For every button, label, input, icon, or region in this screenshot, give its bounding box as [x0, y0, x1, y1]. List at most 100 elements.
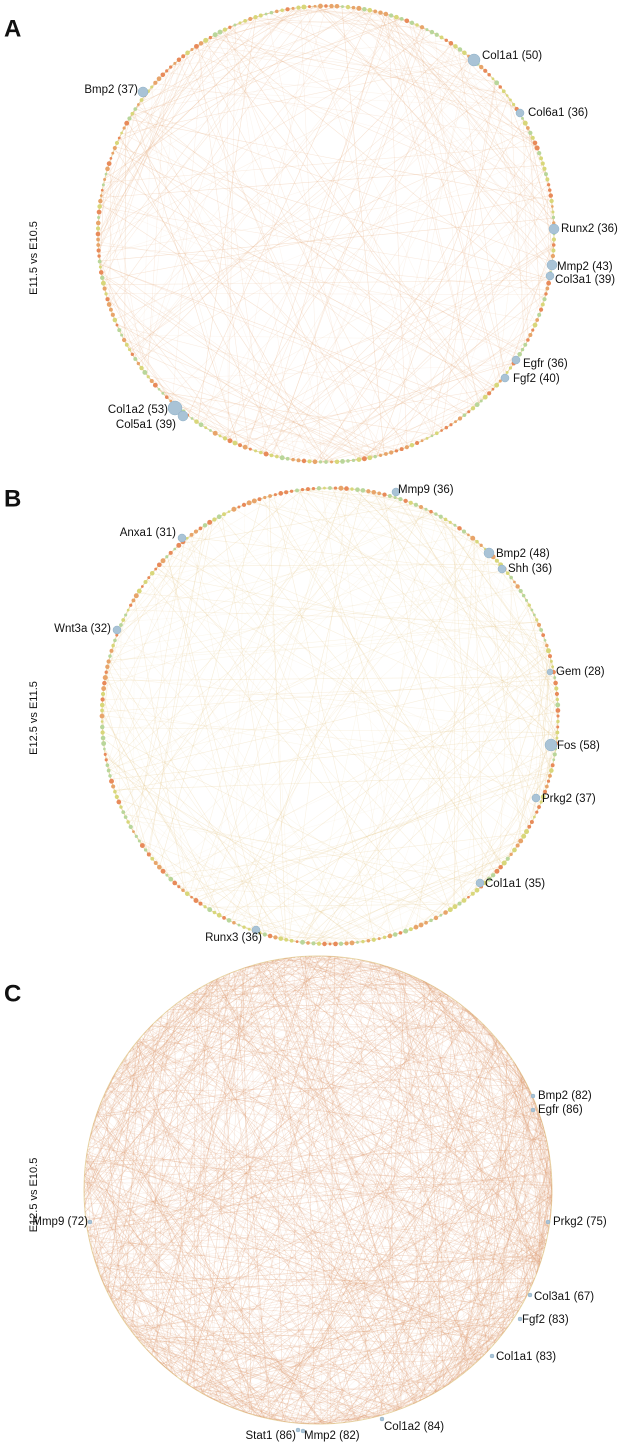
edge — [140, 1342, 404, 1409]
edge — [317, 627, 541, 944]
edge — [84, 1104, 101, 1208]
edge — [540, 1117, 553, 1192]
edge — [122, 593, 523, 623]
edge — [254, 1414, 285, 1422]
edge — [98, 51, 191, 250]
edge — [245, 1130, 545, 1413]
edge — [104, 7, 358, 179]
gene-node — [551, 205, 554, 208]
hub-node — [511, 355, 521, 365]
edge — [491, 1032, 553, 1190]
edge — [217, 978, 552, 1181]
edge — [120, 1064, 551, 1162]
edge — [181, 270, 552, 411]
edge — [408, 974, 553, 1188]
edge — [426, 1366, 472, 1398]
edge — [471, 1013, 552, 1175]
edge — [165, 980, 214, 1369]
edge — [84, 961, 266, 1213]
edge — [460, 50, 554, 257]
gene-node — [555, 736, 559, 740]
edge — [418, 1393, 434, 1402]
edge — [326, 956, 336, 1424]
gene-node — [373, 9, 378, 14]
gene-node — [106, 161, 112, 166]
gene-node — [554, 686, 559, 691]
gene-node — [111, 151, 115, 155]
gene-node — [377, 491, 381, 496]
hub-node — [489, 1353, 495, 1359]
edge — [84, 1171, 186, 1384]
edge — [252, 1025, 485, 1416]
edge — [449, 1167, 552, 1384]
edge — [135, 40, 205, 110]
edge — [307, 419, 459, 462]
edge — [126, 1324, 502, 1336]
edge — [232, 6, 313, 442]
edge — [119, 516, 221, 629]
edge — [133, 1334, 480, 1360]
edge — [488, 552, 543, 634]
edge — [511, 1155, 550, 1322]
edge — [334, 987, 436, 1424]
edge — [144, 956, 331, 1034]
edge — [446, 1297, 527, 1386]
gene-node — [378, 10, 383, 15]
edge — [120, 1315, 362, 1421]
edge — [369, 961, 470, 1369]
edge — [536, 1194, 553, 1274]
gene-node — [278, 936, 284, 941]
edge — [102, 706, 546, 791]
edge — [456, 1001, 537, 1274]
edge — [111, 531, 196, 784]
edge — [86, 1152, 244, 1412]
gene-node — [344, 941, 349, 946]
comparison-label: E12.5 vs E10.5 — [28, 1158, 40, 1233]
edge — [85, 1159, 258, 1417]
edge — [101, 190, 496, 387]
hub-label: Col1a1 (35) — [485, 878, 545, 890]
edge — [184, 981, 426, 999]
edge — [86, 1153, 524, 1303]
edge — [303, 489, 400, 500]
edge — [433, 1200, 553, 1394]
edge — [222, 1304, 523, 1405]
edge — [99, 264, 476, 407]
gene-node — [306, 941, 310, 945]
edge — [159, 389, 369, 459]
edge — [213, 980, 441, 1390]
edge — [522, 1077, 545, 1252]
edge — [186, 1383, 190, 1386]
edge — [216, 979, 440, 1391]
edge — [207, 488, 345, 909]
edge — [86, 1155, 552, 1187]
edge — [540, 1171, 552, 1262]
edge — [88, 1103, 536, 1238]
edge — [292, 957, 477, 1363]
edge — [396, 969, 449, 996]
edge — [228, 17, 397, 441]
gene-node — [96, 209, 102, 215]
gene-node — [443, 517, 448, 522]
gene-node — [268, 494, 272, 498]
edge — [83, 955, 311, 1194]
edge — [119, 28, 426, 331]
edge — [129, 1050, 540, 1115]
edge — [156, 1359, 172, 1373]
edge — [490, 254, 554, 392]
edge — [134, 57, 472, 111]
edge — [322, 955, 525, 1302]
edge — [135, 108, 553, 263]
edge — [92, 1125, 553, 1188]
edge — [143, 1345, 457, 1380]
edge — [104, 605, 131, 679]
edge — [157, 387, 239, 445]
edge — [89, 1137, 484, 1356]
edge — [308, 499, 402, 944]
edge — [348, 1403, 415, 1423]
edge — [208, 982, 523, 1305]
edge — [474, 1015, 532, 1094]
edge — [107, 666, 222, 917]
gene-node — [172, 880, 178, 886]
edge — [478, 655, 551, 889]
